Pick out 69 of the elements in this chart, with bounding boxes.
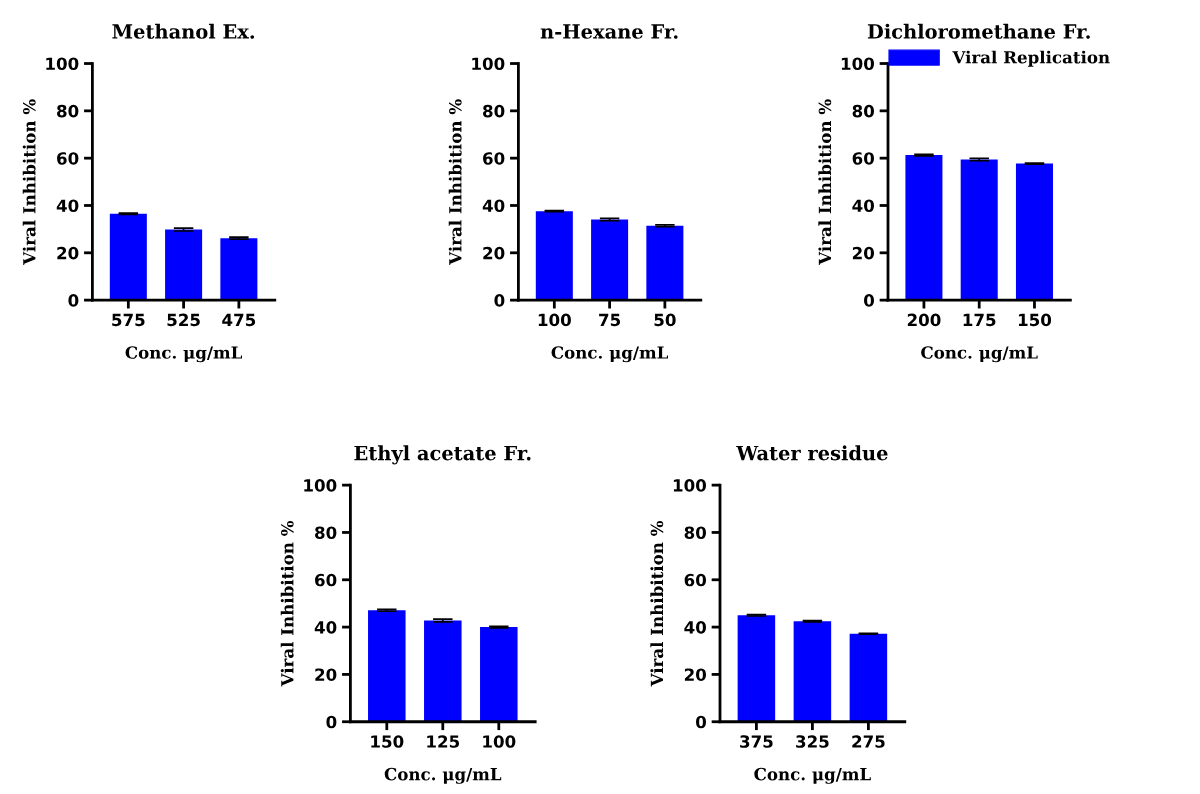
y-tick-label: 100: [472, 57, 505, 71]
y-tick-label: 20: [483, 246, 505, 260]
y-tick-label: 40: [314, 621, 337, 634]
y-tick-label: 60: [57, 152, 79, 165]
x-axis-title: Conc. μg/mL: [921, 346, 1038, 363]
y-tick-label: 100: [841, 57, 875, 71]
y-tick-label: 40: [482, 199, 505, 213]
y-tick-label: 60: [684, 573, 707, 587]
y-tick-label: 80: [315, 526, 337, 540]
y-axis-title: Viral Inhibition %: [448, 99, 462, 265]
y-tick-label: 60: [483, 152, 505, 165]
bar: [220, 238, 258, 301]
x-tick-label: 125: [427, 735, 460, 748]
bar: [424, 620, 462, 722]
chart-title: n-Hexane Fr.: [540, 24, 678, 39]
chart-title: Methanol Ex.: [112, 23, 255, 39]
y-tick-label: 80: [483, 104, 505, 118]
y-tick-label: 0: [68, 294, 79, 307]
y-tick-label: 100: [304, 479, 337, 492]
x-axis-title: Conc. μg/mL: [384, 767, 502, 784]
y-tick-label: 100: [673, 479, 707, 492]
y-tick-label: 40: [852, 199, 875, 213]
y-tick-label: 40: [56, 199, 79, 213]
x-tick-label: 150: [371, 735, 404, 748]
y-axis-title: Viral Inhibition %: [650, 520, 664, 687]
bar: [849, 633, 888, 722]
y-tick-label: 100: [46, 57, 79, 71]
chart-title: Dichloromethane Fr.: [867, 23, 1090, 39]
x-tick-label: 175: [963, 313, 996, 327]
y-tick-label: 80: [852, 104, 875, 118]
y-tick-label: 80: [57, 104, 79, 118]
x-tick-label: 475: [222, 313, 256, 327]
y-axis-title: Viral Inhibition %: [818, 99, 832, 265]
x-tick-label: 150: [1018, 313, 1052, 327]
y-tick-label: 40: [684, 621, 707, 634]
bar: [737, 615, 776, 722]
x-tick-label: 200: [907, 313, 941, 327]
x-tick-label: 275: [852, 735, 885, 748]
y-tick-label: 20: [315, 668, 337, 681]
bar: [368, 610, 406, 722]
y-tick-label: 20: [684, 668, 707, 681]
x-tick-label: 75: [599, 313, 621, 327]
y-tick-label: 20: [852, 246, 875, 260]
y-tick-label: 0: [494, 294, 505, 307]
legend-label: Viral Replication: [952, 50, 1110, 67]
y-tick-label: 0: [696, 715, 707, 729]
bar: [793, 621, 832, 722]
x-axis-title: Conc. μg/mL: [551, 346, 668, 363]
x-tick-label: 575: [112, 313, 145, 327]
bar: [109, 213, 147, 301]
chart-title: Water residue: [736, 445, 888, 461]
x-axis-title: Conc. μg/mL: [125, 346, 242, 363]
x-axis-title: Conc. μg/mL: [754, 767, 871, 784]
y-tick-label: 20: [57, 246, 79, 260]
y-tick-label: 80: [684, 526, 707, 540]
x-tick-label: 325: [796, 735, 829, 748]
y-axis-title: Viral Inhibition %: [280, 520, 294, 687]
x-tick-label: 50: [654, 313, 676, 327]
x-tick-label: 100: [538, 313, 571, 327]
bar: [165, 229, 203, 301]
y-tick-label: 60: [315, 573, 337, 587]
chart-title: Ethyl acetate Fr.: [354, 445, 531, 465]
y-tick-label: 60: [852, 152, 875, 165]
bar: [480, 627, 518, 722]
x-tick-label: 525: [167, 313, 200, 327]
y-tick-label: 0: [326, 715, 337, 729]
y-tick-label: 0: [864, 294, 875, 307]
x-tick-label: 375: [740, 735, 773, 748]
y-axis-title: Viral Inhibition %: [22, 99, 36, 265]
